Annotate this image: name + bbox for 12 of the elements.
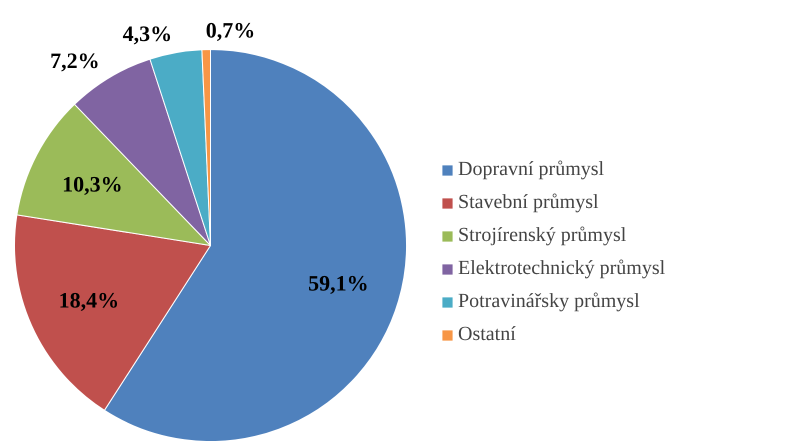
legend-label: Stavební průmysl [458,191,599,214]
data-label: 4,3% [122,20,172,46]
data-label: 10,3% [62,171,123,196]
legend-label: Elektrotechnický průmysl [458,257,666,280]
data-label: 18,4% [58,287,120,312]
data-label: 0,7% [206,17,256,42]
legend-label: Strojírenský průmysl [458,224,626,247]
legend-label: Ostatní [458,323,516,346]
data-label: 7,2% [50,48,100,74]
data-label: 59,1% [308,270,369,296]
legend-label: Potravinářsky průmysl [458,290,640,313]
legend-label: Dopravní průmysl [458,158,604,181]
